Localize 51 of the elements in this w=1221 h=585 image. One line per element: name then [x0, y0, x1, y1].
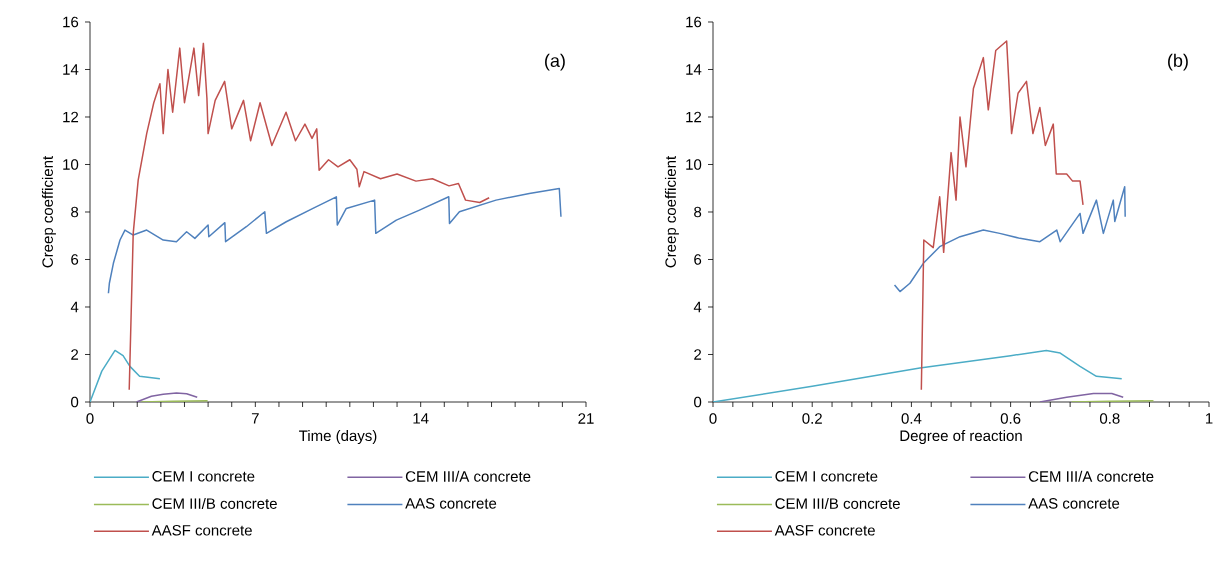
x-axis-title: Time (days) [299, 430, 377, 444]
annotation: (b) [1168, 53, 1188, 71]
x-tick-label: 7 [251, 413, 259, 424]
y-tick-label: 16 [63, 16, 79, 28]
x-tick-label: 0 [709, 413, 717, 424]
legend-label: AASF concrete [151, 525, 252, 536]
x-tick-label: 14 [413, 413, 429, 424]
y-tick-label: 10 [686, 159, 702, 170]
y-tick-label: 14 [63, 64, 79, 75]
x-tick-label: 0.6 [1000, 413, 1021, 424]
line-series [90, 349, 161, 402]
x-axis-title: Degree of reaction [900, 430, 1022, 444]
x-tick-label: 0.2 [802, 413, 822, 424]
y-tick-label: 8 [71, 206, 79, 218]
x-tick-label: 0 [86, 413, 94, 424]
legend-label: AAS concrete [1028, 498, 1120, 509]
y-tick-label: 10 [63, 159, 79, 170]
x-tick-label: 1 [1205, 413, 1213, 424]
y-tick-label: 4 [70, 301, 79, 313]
y-tick-label: 14 [686, 64, 702, 75]
legend-label: CEM III/A concrete [1028, 470, 1154, 482]
y-tick-label: 12 [63, 111, 79, 123]
legend-label: AASF concrete [774, 525, 875, 536]
line-series [135, 392, 198, 402]
line-series [713, 349, 1123, 402]
x-tick-label: 0.8 [1099, 413, 1120, 424]
y-axis-title: Creep coefficient [664, 155, 679, 268]
y-tick-label: 2 [71, 349, 79, 360]
legend-label: CEM III/B concrete [152, 497, 277, 509]
y-tick-label: 16 [686, 16, 702, 28]
y-tick-label: 12 [686, 111, 702, 123]
line-series [107, 187, 562, 294]
legend-label: CEM I concrete [152, 470, 255, 482]
annotation: (a) [545, 53, 565, 71]
y-tick-label: 6 [694, 254, 702, 265]
y-tick-label: 0 [71, 396, 79, 408]
y-tick-label: 0 [694, 396, 702, 408]
legend-label: CEM III/A concrete [405, 470, 531, 482]
line-series [893, 186, 1126, 293]
x-tick-label: 0.4 [901, 413, 922, 424]
y-axis-title: Creep coefficient [41, 155, 56, 268]
legend-label: CEM I concrete [775, 470, 878, 482]
line-series [128, 42, 490, 391]
y-tick-label: 6 [71, 254, 79, 265]
y-tick-label: 8 [694, 206, 702, 218]
legend-label: AAS concrete [405, 498, 497, 509]
y-tick-label: 2 [694, 349, 702, 360]
x-tick-label: 21 [578, 413, 594, 424]
legend-label: CEM III/B concrete [775, 497, 900, 509]
y-tick-label: 4 [693, 301, 702, 313]
line-series [920, 40, 1084, 391]
